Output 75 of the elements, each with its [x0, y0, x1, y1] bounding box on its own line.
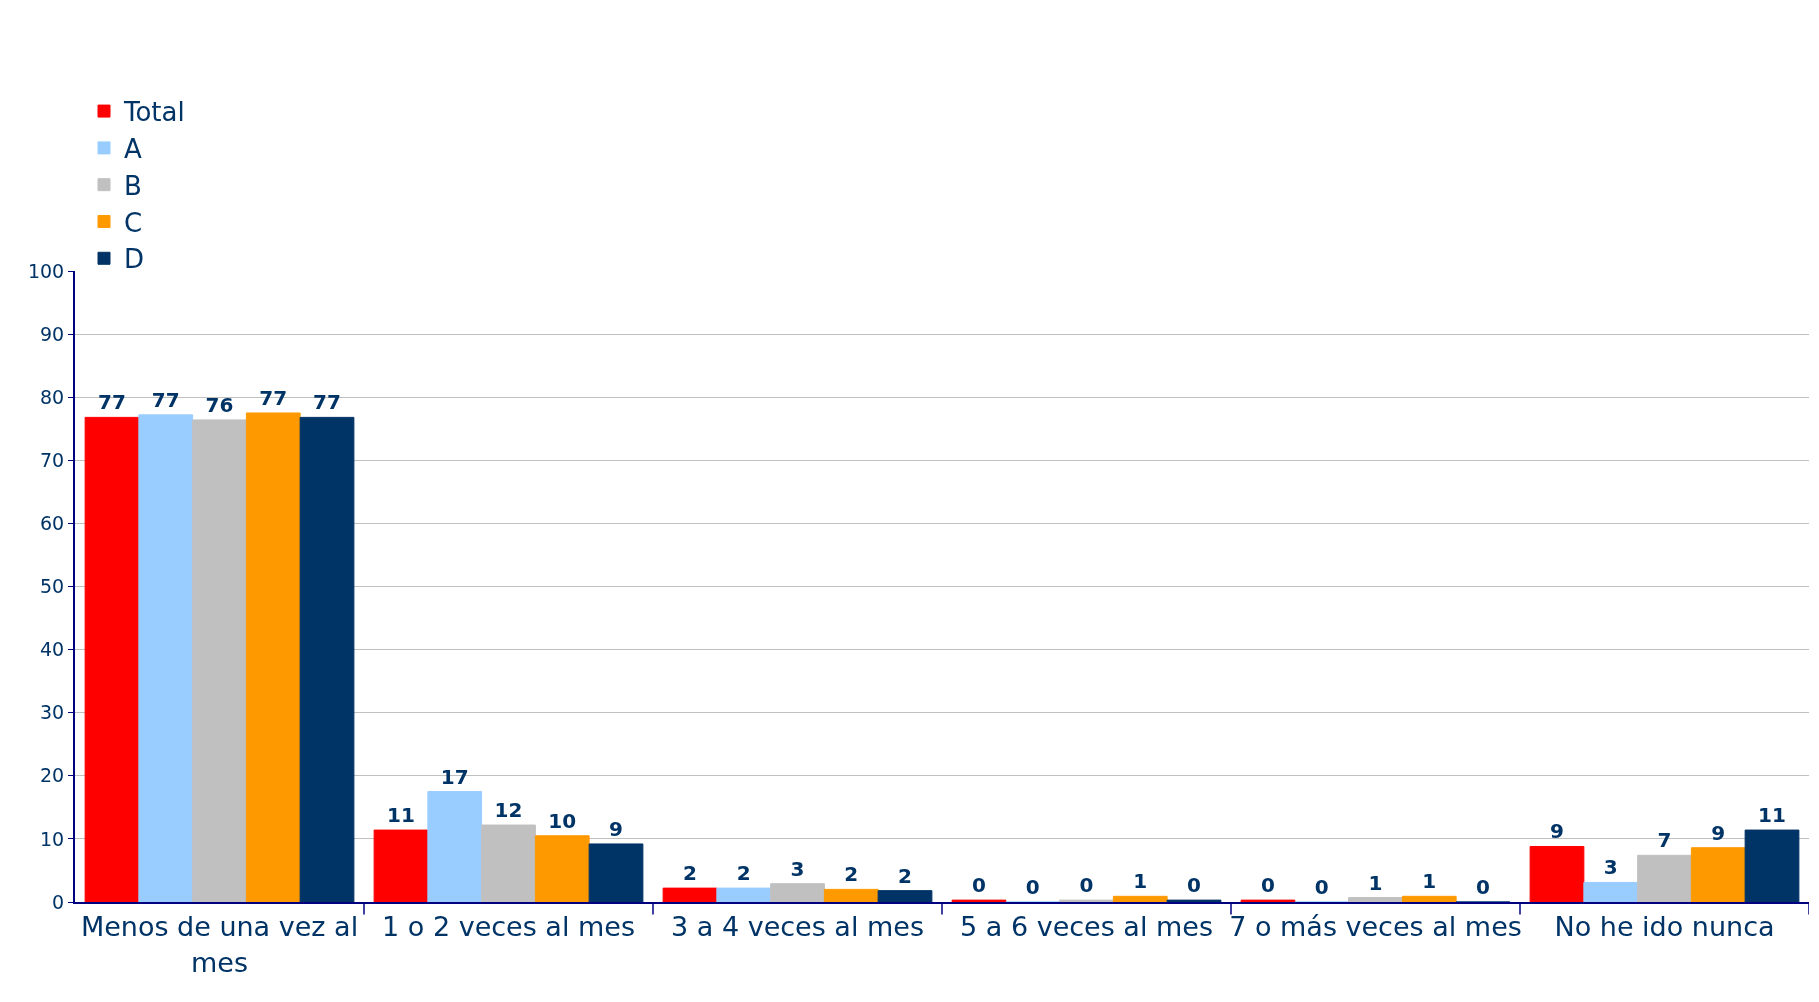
data-label: 0	[972, 873, 986, 898]
bar	[877, 890, 933, 902]
bar	[299, 416, 355, 902]
data-label: 0	[1079, 873, 1094, 898]
bar	[1112, 895, 1168, 902]
data-label: 0	[1187, 873, 1201, 898]
data-label: 2	[844, 862, 859, 887]
bar	[1529, 845, 1585, 902]
data-label: 0	[1314, 875, 1329, 899]
bar	[1348, 897, 1403, 902]
data-label: 3	[1603, 855, 1618, 880]
x-tick-label: 3 a 4 veces al mes	[671, 911, 924, 943]
bar	[1637, 854, 1692, 902]
x-tick-label: 5 a 6 veces al mes	[960, 911, 1213, 943]
bar	[1583, 881, 1639, 902]
x-tick-label: No he ido nunca	[1554, 911, 1775, 943]
bar	[534, 835, 590, 902]
data-label: 1	[1133, 869, 1148, 894]
legend-label: D	[124, 244, 145, 275]
data-label: 1	[1368, 870, 1383, 895]
bar	[1690, 847, 1746, 902]
y-tick-label: 30	[40, 701, 65, 724]
bar	[84, 416, 140, 902]
data-label: 17	[440, 764, 469, 789]
legend-label: B	[124, 170, 142, 201]
legend-label: A	[124, 134, 142, 165]
data-label: 9	[609, 816, 623, 841]
bar	[245, 412, 301, 902]
data-label: 1	[1422, 869, 1437, 894]
y-tick-label: 100	[27, 259, 65, 282]
bar	[373, 829, 429, 902]
data-label: 77	[151, 387, 180, 412]
y-tick-label: 40	[40, 638, 65, 661]
bar	[588, 843, 644, 902]
data-label: 12	[494, 798, 523, 823]
data-label: 0	[1261, 873, 1275, 898]
data-label: 9	[1711, 820, 1726, 845]
data-label: 2	[898, 863, 912, 888]
bar	[716, 887, 772, 902]
data-label: 77	[98, 390, 126, 415]
data-label: 2	[736, 861, 751, 886]
bar	[1744, 829, 1800, 902]
y-tick-label: 50	[40, 575, 65, 598]
data-label: 76	[205, 392, 234, 417]
data-label: 77	[259, 385, 288, 410]
x-tick-label: Menos de una vez al mes	[80, 911, 359, 978]
y-tick-label: 80	[40, 385, 65, 408]
bar	[770, 883, 825, 902]
y-tick-label: 90	[40, 322, 65, 345]
bar	[1401, 895, 1457, 902]
data-label: 9	[1550, 819, 1564, 844]
data-label: 2	[683, 861, 697, 886]
data-label: 77	[313, 390, 341, 415]
data-label: 7	[1657, 828, 1672, 853]
legend-label: Total	[123, 97, 185, 128]
data-label: 11	[1758, 803, 1786, 828]
bar	[662, 887, 718, 902]
data-label: 10	[548, 808, 577, 833]
data-label: 11	[387, 803, 415, 828]
data-label: 3	[790, 856, 805, 881]
bar	[192, 419, 247, 902]
bar	[427, 791, 483, 902]
y-tick-label: 20	[40, 764, 65, 787]
bar	[138, 414, 194, 902]
y-tick-label: 0	[52, 890, 65, 913]
y-tick-label: 70	[40, 448, 65, 471]
legend-label: C	[124, 207, 143, 238]
y-tick-label: 10	[40, 827, 65, 850]
x-tick-label: 1 o 2 veces al mes	[382, 911, 635, 943]
data-label: 0	[1476, 875, 1490, 899]
bar	[481, 824, 536, 902]
y-tick-label: 60	[40, 512, 65, 535]
data-label: 0	[1025, 875, 1040, 899]
x-tick-label: 7 o más veces al mes	[1229, 911, 1522, 943]
bar	[823, 888, 879, 902]
